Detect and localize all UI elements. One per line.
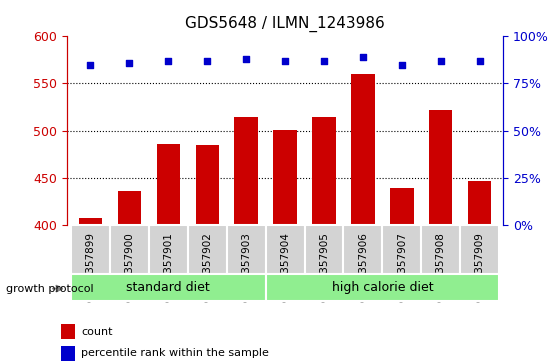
FancyBboxPatch shape xyxy=(71,225,110,274)
FancyBboxPatch shape xyxy=(188,225,227,274)
Text: count: count xyxy=(81,327,112,337)
Bar xyxy=(196,145,219,225)
Title: GDS5648 / ILMN_1243986: GDS5648 / ILMN_1243986 xyxy=(185,16,385,32)
Text: GSM1357908: GSM1357908 xyxy=(436,232,446,302)
Point xyxy=(125,60,134,66)
Text: GSM1357900: GSM1357900 xyxy=(124,232,134,302)
Bar xyxy=(234,118,258,225)
Text: growth protocol: growth protocol xyxy=(6,284,93,294)
Text: GSM1357909: GSM1357909 xyxy=(475,232,485,302)
Bar xyxy=(157,144,180,225)
Point xyxy=(437,58,446,64)
Bar xyxy=(429,110,452,225)
Text: percentile rank within the sample: percentile rank within the sample xyxy=(81,348,269,358)
FancyBboxPatch shape xyxy=(421,225,460,274)
FancyBboxPatch shape xyxy=(305,225,343,274)
Bar xyxy=(61,346,75,361)
Bar xyxy=(351,74,375,225)
Bar xyxy=(273,130,297,225)
Point xyxy=(397,62,406,68)
Text: GSM1357907: GSM1357907 xyxy=(397,232,407,302)
Point xyxy=(475,58,484,64)
Bar xyxy=(61,324,75,339)
FancyBboxPatch shape xyxy=(382,225,421,274)
Point xyxy=(203,58,212,64)
Text: high calorie diet: high calorie diet xyxy=(331,281,433,294)
FancyBboxPatch shape xyxy=(110,225,149,274)
Point xyxy=(241,56,250,62)
Text: GSM1357905: GSM1357905 xyxy=(319,232,329,302)
FancyBboxPatch shape xyxy=(227,225,266,274)
FancyBboxPatch shape xyxy=(266,225,305,274)
Bar xyxy=(390,188,414,225)
Point xyxy=(86,62,95,68)
Point xyxy=(281,58,290,64)
Bar xyxy=(468,181,491,225)
Bar xyxy=(79,219,102,225)
FancyBboxPatch shape xyxy=(71,274,266,301)
FancyBboxPatch shape xyxy=(266,274,499,301)
Bar xyxy=(118,191,141,225)
Text: GSM1357902: GSM1357902 xyxy=(202,232,212,302)
FancyBboxPatch shape xyxy=(149,225,188,274)
Text: GSM1357904: GSM1357904 xyxy=(280,232,290,302)
Text: standard diet: standard diet xyxy=(126,281,210,294)
Point xyxy=(320,58,329,64)
Point xyxy=(358,54,367,60)
Point xyxy=(164,58,173,64)
Bar xyxy=(312,118,336,225)
FancyBboxPatch shape xyxy=(343,225,382,274)
FancyBboxPatch shape xyxy=(460,225,499,274)
Text: GSM1357899: GSM1357899 xyxy=(86,232,96,302)
Text: GSM1357906: GSM1357906 xyxy=(358,232,368,302)
Text: GSM1357903: GSM1357903 xyxy=(241,232,251,302)
Text: GSM1357901: GSM1357901 xyxy=(163,232,173,302)
